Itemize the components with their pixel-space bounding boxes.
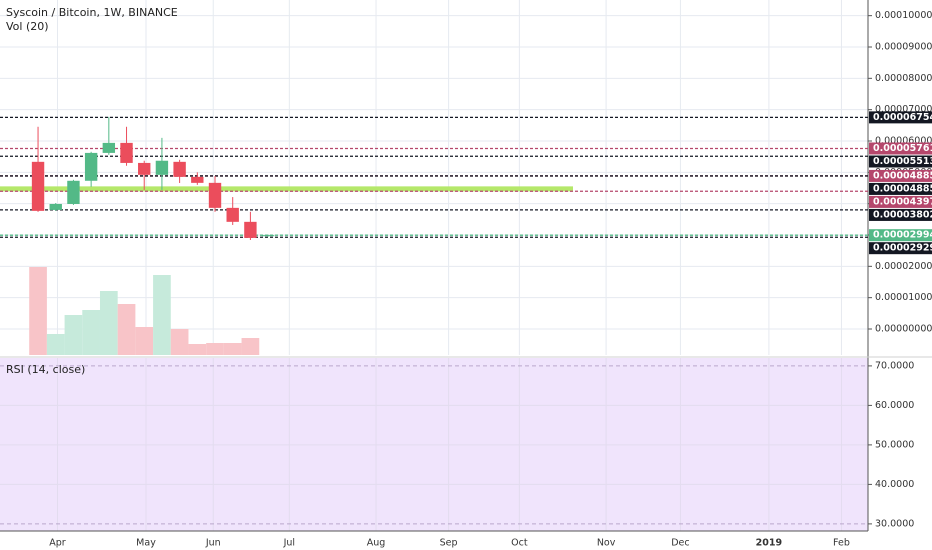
candle-body <box>31 161 45 211</box>
candle-body <box>49 203 62 210</box>
y-tick-label: 0.00010000 <box>875 10 932 21</box>
level-label-bg <box>869 155 932 168</box>
level-label-bg <box>869 111 932 124</box>
y-tick-label: 0.00009000 <box>875 41 932 52</box>
level-label: 0.00003802 <box>873 209 932 220</box>
y-tick-label: 50.0000 <box>875 439 914 450</box>
x-tick-label: Sep <box>440 538 458 549</box>
level-label-bg <box>869 169 932 182</box>
y-tick-label: 30.0000 <box>875 518 914 529</box>
level-label: 0.00004885 <box>873 170 932 181</box>
candle-body <box>120 142 133 163</box>
candle-body <box>84 152 98 181</box>
y-tick-label: 0.00006000 <box>875 135 932 146</box>
level-label: 0.00002994 <box>873 230 932 241</box>
level-label: 0.00005513 <box>873 156 932 167</box>
volume-bar <box>82 310 100 355</box>
volume-bar <box>29 267 47 355</box>
level-label: 0.00004397 <box>873 196 932 207</box>
level-label: 0.00006754 <box>873 112 932 123</box>
volume-bar <box>135 327 154 355</box>
volume-bar <box>99 291 118 355</box>
level-label: 0.00004885 <box>873 183 932 194</box>
volume-bar <box>117 304 136 355</box>
x-tick-label: Oct <box>511 538 528 549</box>
x-tick-label: Dec <box>671 538 689 549</box>
x-tick-label: Aug <box>367 538 386 549</box>
volume-bar <box>188 344 207 355</box>
volume-bar <box>170 329 189 355</box>
x-tick-label: Feb <box>833 538 850 549</box>
level-label-bg <box>869 229 932 242</box>
y-tick-label: 0.00007000 <box>875 104 932 115</box>
volume-bar <box>223 343 242 355</box>
candle-body <box>155 160 169 175</box>
y-tick-label: 0.00000000 <box>875 323 932 334</box>
y-tick-label: 0.00008000 <box>875 73 932 84</box>
candle-body <box>102 142 116 153</box>
level-label-bg <box>869 242 932 255</box>
x-tick-label: Nov <box>597 538 616 549</box>
y-tick-label: 0.00002000 <box>875 261 932 272</box>
level-label-bg <box>869 182 932 195</box>
chart-title: Syscoin / Bitcoin, 1W, BINANCE <box>6 6 178 19</box>
volume-bar <box>153 275 171 355</box>
y-tick-label: 70.0000 <box>875 360 914 371</box>
volume-bar <box>241 338 260 355</box>
volume-bar <box>64 315 83 355</box>
x-tick-label: Jun <box>205 538 221 549</box>
y-tick-label: 40.0000 <box>875 479 914 490</box>
y-tick-label: 60.0000 <box>875 400 914 411</box>
candle-body <box>67 180 80 204</box>
y-tick-label: 0.00001000 <box>875 292 932 303</box>
candle-body <box>138 162 151 175</box>
level-label: 0.00005761 <box>873 143 932 154</box>
level-label-bg <box>869 195 932 208</box>
candle-body <box>261 235 275 237</box>
volume-bar <box>46 334 65 355</box>
volume-bar <box>206 343 224 355</box>
candle-body <box>226 207 239 222</box>
candle-body <box>173 161 186 177</box>
candle-body <box>244 221 257 238</box>
level-label-bg <box>869 208 932 221</box>
x-tick-label: May <box>136 538 156 549</box>
x-tick-label: 2019 <box>756 538 782 549</box>
volume-title: Vol (20) <box>6 20 49 33</box>
x-tick-label: Apr <box>49 538 66 549</box>
x-tick-label: Jul <box>283 538 295 549</box>
level-label: 0.00002929 <box>873 243 932 254</box>
candle-body <box>191 176 204 183</box>
rsi-title: RSI (14, close) <box>6 363 85 376</box>
candle-body <box>208 182 222 208</box>
level-label-bg <box>869 142 932 155</box>
